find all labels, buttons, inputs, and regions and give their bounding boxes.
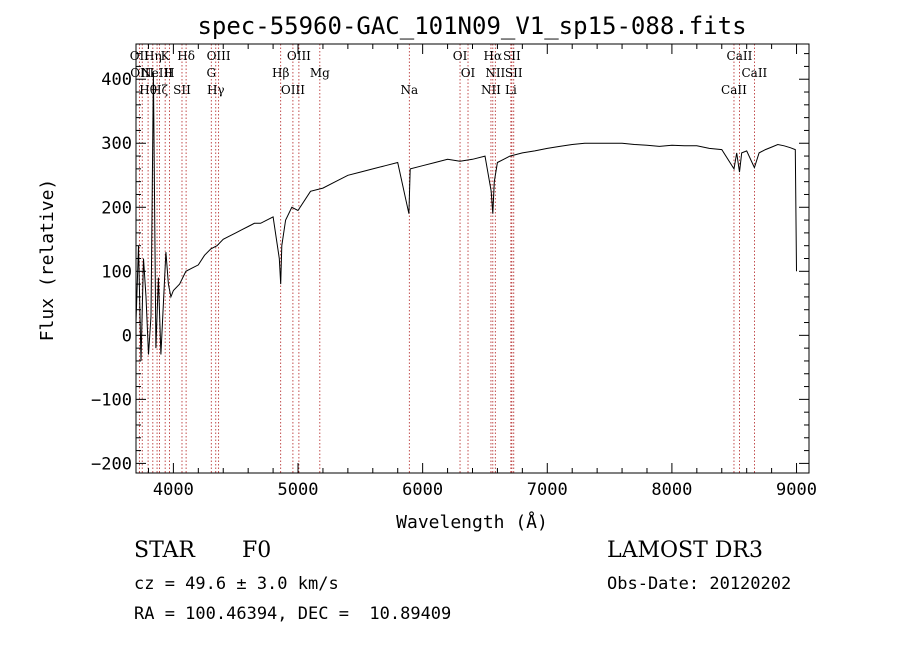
y-tick-label: 0 xyxy=(122,326,132,346)
y-axis-label: Flux (relative) xyxy=(37,179,58,342)
object-subclass: F0 xyxy=(242,538,272,563)
spectral-line-label: Hδ xyxy=(177,49,195,63)
spectral-line-label: SII xyxy=(503,49,521,63)
spectral-line-labels: OII OIII Hθ Hη NeIII Hζ KH SII Hδ G Hγ OIII Hβ OIII OI… xyxy=(130,49,768,97)
x-tick-label: 5000 xyxy=(278,480,319,500)
x-tick-label: 4000 xyxy=(153,480,194,500)
x-tick-label: 8000 xyxy=(651,480,692,500)
x-tick-label: 6000 xyxy=(402,480,443,500)
spectral-line-label: Hη xyxy=(144,49,162,63)
spectral-line-label: OI xyxy=(453,49,468,63)
spectral-line-label: CaII xyxy=(727,49,753,63)
y-tick-label: −100 xyxy=(91,390,132,410)
spectral-line-label: OII xyxy=(130,49,150,63)
spectral-line-label: Hα xyxy=(484,49,503,63)
spectral-line-label: CaII xyxy=(721,83,747,97)
chart-title: spec-55960-GAC_101N09_V1_sp15-088.fits xyxy=(197,12,746,40)
spectral-line-label: Li xyxy=(505,83,517,97)
spectral-line-label: OI xyxy=(461,66,476,80)
spectral-line-label: Hγ xyxy=(207,83,225,97)
axis-tick-labels: 4000 5000 6000 7000 8000 9000 −200 −100 0 100 200 3… xyxy=(91,70,817,500)
spectral-line-label: NeIII xyxy=(141,66,173,80)
spectral-line-label: OIII xyxy=(287,49,311,63)
spectral-line-label: Hβ xyxy=(272,66,289,80)
spectral-line-label: G xyxy=(206,66,216,80)
spectral-line-label: Hθ xyxy=(139,83,157,97)
y-tick-label: 200 xyxy=(101,198,132,218)
spectral-line-label: Na xyxy=(400,83,418,97)
axis-ticks xyxy=(136,44,809,473)
spectral-line-label: Hζ xyxy=(151,83,168,97)
y-tick-label: 100 xyxy=(101,262,132,282)
y-tick-label: −200 xyxy=(91,454,132,474)
spectral-line-label: SII xyxy=(173,83,191,97)
spectral-line-label: K xyxy=(161,49,171,63)
spectral-line-label: NII xyxy=(485,66,505,80)
spectral-lines-layer xyxy=(138,44,755,473)
x-tick-label: 9000 xyxy=(776,480,817,500)
spectral-line-label: OIII xyxy=(281,83,305,97)
plot-frame xyxy=(135,43,810,474)
spectral-line-label: NII xyxy=(481,83,501,97)
spectral-line-label: SII xyxy=(505,66,523,80)
x-tick-label: 7000 xyxy=(527,480,568,500)
survey-name: LAMOST DR3 xyxy=(607,538,763,563)
spectral-line-label: Mg xyxy=(310,66,330,80)
obs-date: Obs-Date: 20120202 xyxy=(607,574,792,594)
y-tick-label: 300 xyxy=(101,134,132,154)
object-class: STAR xyxy=(134,538,195,563)
x-axis-label: Wavelength (Å) xyxy=(396,511,548,533)
spectral-line-label: CaII xyxy=(741,66,767,80)
redshift-cz: cz = 49.6 ± 3.0 km/s xyxy=(134,574,339,594)
spectral-line-label: OIII xyxy=(207,49,231,63)
spectral-line-label: H xyxy=(164,66,174,80)
coordinates: RA = 100.46394, DEC = 10.89409 xyxy=(134,604,452,624)
y-tick-label: 400 xyxy=(101,70,132,90)
spectrum-line xyxy=(135,72,797,361)
